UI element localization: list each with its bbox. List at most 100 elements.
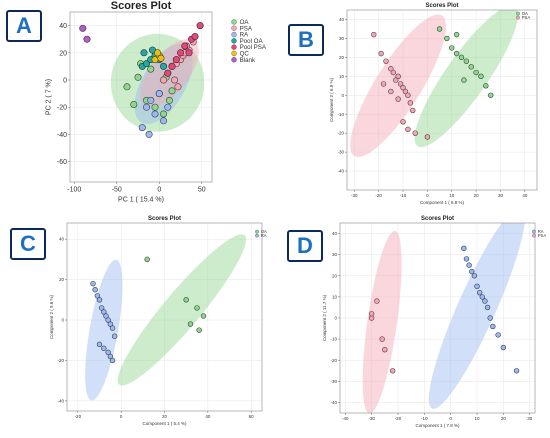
point-ra (482, 298, 488, 304)
point-ra (466, 262, 472, 268)
point-ra (101, 345, 107, 352)
point-qc (154, 49, 162, 57)
point-oa (160, 110, 168, 118)
tick-label-x: 30 (527, 416, 533, 421)
point-psa (171, 76, 179, 84)
scores-plot-d: Scores Plot-40 -30 -20 -10 0 10 20 30403020100-… (322, 216, 546, 428)
tick-label-x: 40 (522, 193, 528, 198)
tick-label-x: -10 (421, 416, 428, 421)
point-oa (200, 313, 207, 319)
point-oa (436, 26, 443, 32)
tick-label-y: -30 (330, 379, 337, 384)
chart-title: Scores Plot (111, 0, 172, 12)
tick-label-y: 0 (61, 318, 64, 323)
legend-swatch (532, 233, 536, 238)
tick-label-x: 40 (205, 414, 211, 419)
point-ra (107, 321, 114, 327)
legend-swatch (516, 15, 520, 20)
tick-label-y: 30 (339, 36, 345, 41)
point-pool-psa (196, 22, 204, 30)
point-ra (94, 293, 101, 299)
ellipse-oa (117, 234, 247, 386)
legend-label: PSA (522, 15, 531, 20)
point-psa (400, 119, 406, 125)
panel-label-b: B (288, 24, 324, 56)
legend-label: RA (240, 32, 249, 39)
point-oa (147, 65, 155, 73)
tick-label-y: 0 (334, 316, 337, 321)
point-pool-oa (143, 60, 151, 68)
tick-label-x: 30 (498, 193, 504, 198)
point-psa (412, 130, 418, 136)
point-ra (111, 333, 118, 339)
point-pool-psa (177, 49, 185, 57)
legend-swatch (255, 229, 259, 234)
point-psa (390, 368, 396, 374)
tick-label-x: 50 (198, 187, 206, 194)
point-oa (144, 256, 150, 263)
tick-label-y: 40 (59, 237, 65, 242)
tick-label-x: 60 (249, 414, 255, 419)
point-ra (471, 273, 478, 279)
point-psa (395, 96, 401, 102)
point-psa (383, 58, 389, 64)
tick-label-y: -40 (57, 132, 67, 139)
tick-label-y: 10 (339, 74, 345, 79)
chart-title: Scores Plot (425, 3, 458, 9)
legend-swatch (255, 233, 259, 238)
tick-label-y: 40 (332, 231, 338, 236)
point-oa (196, 327, 202, 333)
legend-swatch (532, 229, 536, 234)
point-oa (151, 103, 159, 111)
point-pool-oa (160, 62, 168, 70)
point-blank (79, 24, 87, 32)
point-oa (187, 321, 194, 327)
tick-labels: -100 -50 0 50 40 20 0 -20 -40 -60 (57, 23, 206, 193)
point-pool-psa (168, 62, 176, 70)
tick-label-y: -10 (330, 337, 337, 342)
legend-swatch (231, 44, 237, 50)
point-psa (174, 83, 182, 91)
point-psa (368, 311, 375, 317)
tick-label-y: -30 (337, 150, 344, 155)
ellipse-oa (414, 10, 519, 148)
y-axis-label: Component 2 ( 11.7 %) (322, 294, 327, 341)
legend-swatch (231, 31, 237, 38)
ellipse-ra (85, 259, 123, 401)
tick-labels: -30 -20 -10 0 10 20 30 40 40 30 20 10 0 -10 -20 -30 -40 (337, 17, 527, 198)
point-ra (151, 110, 159, 118)
data-points (371, 26, 494, 140)
data-points (79, 22, 204, 138)
point-pool-psa (185, 49, 193, 57)
point-ra (469, 268, 475, 275)
tick-label-y: 0 (341, 93, 344, 98)
point-ra (103, 313, 109, 319)
legend-label: Pool OA (240, 38, 264, 45)
data-points (90, 256, 207, 364)
point-ra (98, 305, 105, 311)
ellipse-psa (350, 14, 447, 158)
tick-labels: -40 -30 -20 -10 0 10 20 30 40 30 20 10 0 -10 -20 -30 -40 (330, 231, 532, 421)
point-psa (405, 126, 411, 133)
tick-label-x: 0 (449, 416, 452, 421)
legend-label: RA (538, 229, 544, 234)
point-psa (410, 107, 416, 114)
point-oa (461, 77, 467, 83)
tick-label-y: 20 (59, 50, 67, 57)
point-ra (490, 323, 496, 330)
tick-label-x: 10 (475, 416, 481, 421)
point-oa (134, 73, 142, 81)
point-psa (407, 100, 414, 106)
point-pool-psa (164, 69, 172, 77)
y-axis-label: PC 2 ( 7 %) (46, 79, 53, 115)
tick-label-y: -20 (57, 358, 64, 363)
ellipse-ra (428, 223, 526, 409)
point-oa (194, 305, 200, 311)
point-oa (165, 96, 173, 104)
point-ra (145, 130, 153, 138)
point-oa (463, 58, 470, 64)
point-ra (155, 90, 163, 98)
point-psa (380, 81, 387, 87)
point-psa (374, 298, 380, 304)
data-points (368, 245, 520, 374)
